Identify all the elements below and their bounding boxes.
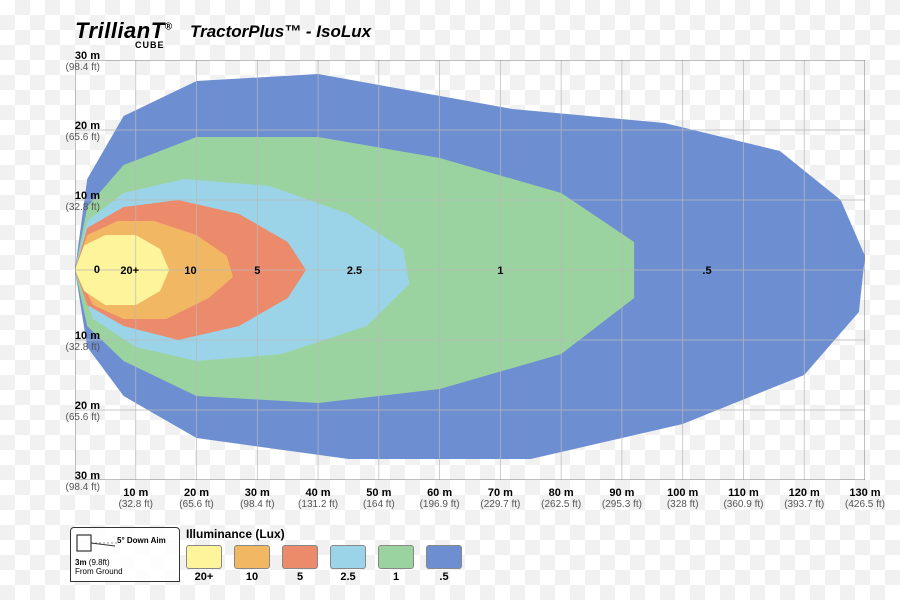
chart-title: TractorPlus™ - IsoLux (190, 22, 371, 42)
zone-label: 20+ (120, 265, 139, 277)
y-tick-label: 30 m(98.4 ft) (20, 50, 100, 73)
mounting-diagram: 5° Down Aim 3m (9.8ft) From Ground (70, 527, 180, 582)
x-tick-label: 70 m(229.7 ft) (470, 487, 530, 510)
x-tick-label: 100 m(328 ft) (653, 487, 713, 510)
isolux-plot: .5 1 2.5 5 10 20+ (75, 60, 865, 480)
zone-label: 10 (184, 265, 196, 277)
x-tick-label: 60 m(196.9 ft) (410, 487, 470, 510)
zone-label: .5 (702, 265, 711, 277)
legend-swatches: 20+ 10 5 2.5 1 .5 (186, 545, 462, 583)
x-tick-label: 10 m(32.8 ft) (106, 487, 166, 510)
x-tick-label: 80 m(262.5 ft) (531, 487, 591, 510)
y-tick-label: 0 (94, 264, 100, 276)
legend-swatch: 20+ (186, 545, 222, 583)
brand-registered: ® (165, 22, 173, 33)
legend-title: Illuminance (Lux) (186, 527, 462, 541)
zone-label: 1 (497, 265, 503, 277)
legend-swatch: 5 (282, 545, 318, 583)
brand-subline: CUBE (135, 40, 165, 50)
x-tick-label: 120 m(393.7 ft) (774, 487, 834, 510)
x-tick-label: 90 m(295.3 ft) (592, 487, 652, 510)
legend-swatch: .5 (426, 545, 462, 583)
x-tick-label: 50 m(164 ft) (349, 487, 409, 510)
legend-panel: Illuminance (Lux) 20+ 10 5 2.5 1 .5 (186, 527, 462, 583)
mounting-angle: 5° Down Aim (117, 536, 217, 546)
x-tick-label: 30 m(98.4 ft) (227, 487, 287, 510)
y-tick-label: 10 m(32.8 ft) (20, 330, 100, 353)
x-tick-label: 110 m(360.9 ft) (713, 487, 773, 510)
legend-swatch: 1 (378, 545, 414, 583)
mounting-from: From Ground (75, 567, 175, 577)
legend: 5° Down Aim 3m (9.8ft) From Ground Illum… (70, 527, 462, 583)
legend-swatch: 10 (234, 545, 270, 583)
zone-label: 2.5 (347, 265, 362, 277)
mounting-height-m: 3m (75, 558, 87, 567)
y-tick-label: 20 m(65.6 ft) (20, 120, 100, 143)
zone-label: 5 (254, 265, 260, 277)
x-tick-label: 20 m(65.6 ft) (167, 487, 227, 510)
legend-swatch: 2.5 (330, 545, 366, 583)
x-tick-label: 130 m(426.5 ft) (835, 487, 895, 510)
x-tick-label: 40 m(131.2 ft) (288, 487, 348, 510)
y-tick-label: 20 m(65.6 ft) (20, 400, 100, 423)
mounting-height-ft: (9.8ft) (89, 558, 110, 567)
y-tick-label: 30 m(98.4 ft) (20, 470, 100, 493)
y-tick-label: 10 m(32.8 ft) (20, 190, 100, 213)
